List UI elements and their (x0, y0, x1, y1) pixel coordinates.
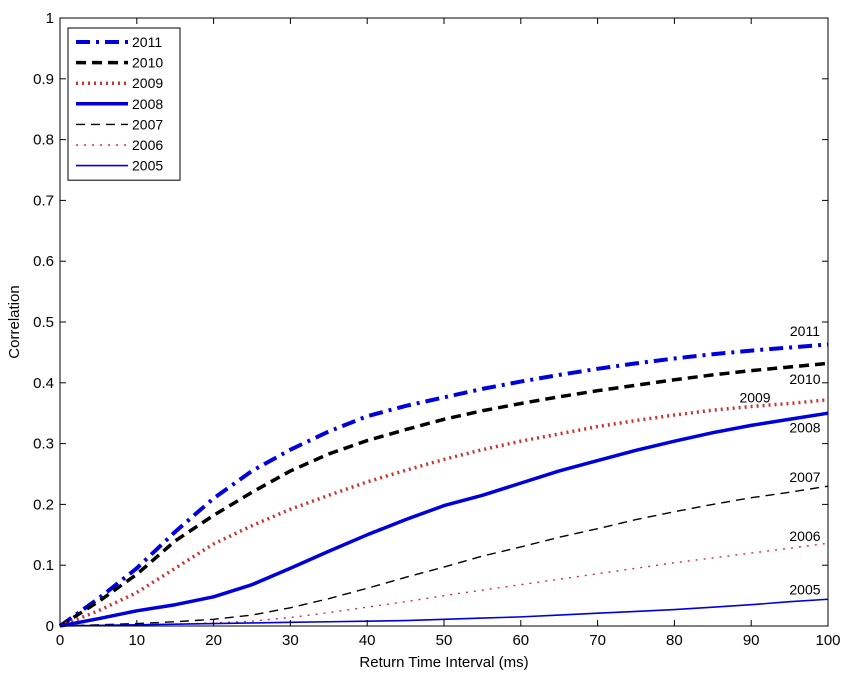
y-tick-label: 0 (46, 618, 54, 635)
x-tick-label: 20 (205, 632, 222, 649)
axis-ticks: 0 10 20 30 40 50 60 70 80 90 100 0 0.1 0.2 0.3 0.4 0.5 0.… (33, 10, 840, 649)
x-tick-label: 80 (666, 632, 683, 649)
series-line-2009 (59, 398, 829, 628)
legend-label-2010: 2010 (132, 55, 163, 71)
annotation-2008: 2008 (789, 420, 820, 436)
legend-label-2008: 2008 (132, 96, 163, 112)
y-tick-label: 0.4 (33, 375, 54, 392)
legend-label-2006: 2006 (132, 137, 163, 153)
series-lines (58, 342, 829, 628)
x-tick-label: 30 (282, 632, 299, 649)
y-tick-label: 0.7 (33, 192, 54, 209)
x-tick-label: 60 (512, 632, 529, 649)
y-tick-label: 0.9 (33, 71, 54, 88)
y-tick-label: 0.8 (33, 132, 54, 149)
x-tick-label: 100 (815, 632, 840, 649)
annotation-2006: 2006 (789, 528, 820, 544)
legend-label-2009: 2009 (132, 75, 163, 91)
annotation-2007: 2007 (789, 469, 820, 485)
series-line-2007 (59, 485, 829, 627)
legend: 2011 2010 2009 2008 2007 2006 2005 (67, 27, 181, 181)
y-axis-title: Correlation (6, 285, 23, 358)
series-line-2008 (59, 411, 829, 628)
series-line-2010 (59, 361, 829, 628)
legend-label-2007: 2007 (132, 116, 163, 132)
annotation-2009: 2009 (739, 389, 770, 405)
y-tick-label: 0.1 (33, 557, 54, 574)
annotation-2011: 2011 (790, 323, 820, 339)
legend-label-2005: 2005 (132, 158, 163, 174)
x-axis-title: Return Time Interval (ms) (359, 654, 528, 671)
x-tick-label: 70 (589, 632, 606, 649)
x-tick-label: 40 (359, 632, 376, 649)
series-line-2006 (59, 542, 829, 627)
annotation-2005: 2005 (789, 581, 820, 597)
x-tick-label: 90 (743, 632, 760, 649)
y-tick-label: 0.5 (33, 314, 54, 331)
series-line-2011 (58, 342, 829, 628)
y-tick-label: 0.2 (33, 496, 54, 513)
x-tick-label: 50 (436, 632, 453, 649)
y-tick-label: 0.6 (33, 253, 54, 270)
x-tick-label: 10 (128, 632, 145, 649)
series-line-2005 (59, 598, 829, 627)
y-tick-label: 1 (46, 10, 54, 27)
line-annotations: 2011 2010 2009 2008 2007 2006 2005 (739, 323, 820, 597)
annotation-2010: 2010 (789, 371, 820, 387)
y-tick-label: 0.3 (33, 436, 54, 453)
legend-label-2011: 2011 (132, 34, 162, 50)
x-tick-label: 0 (56, 632, 64, 649)
